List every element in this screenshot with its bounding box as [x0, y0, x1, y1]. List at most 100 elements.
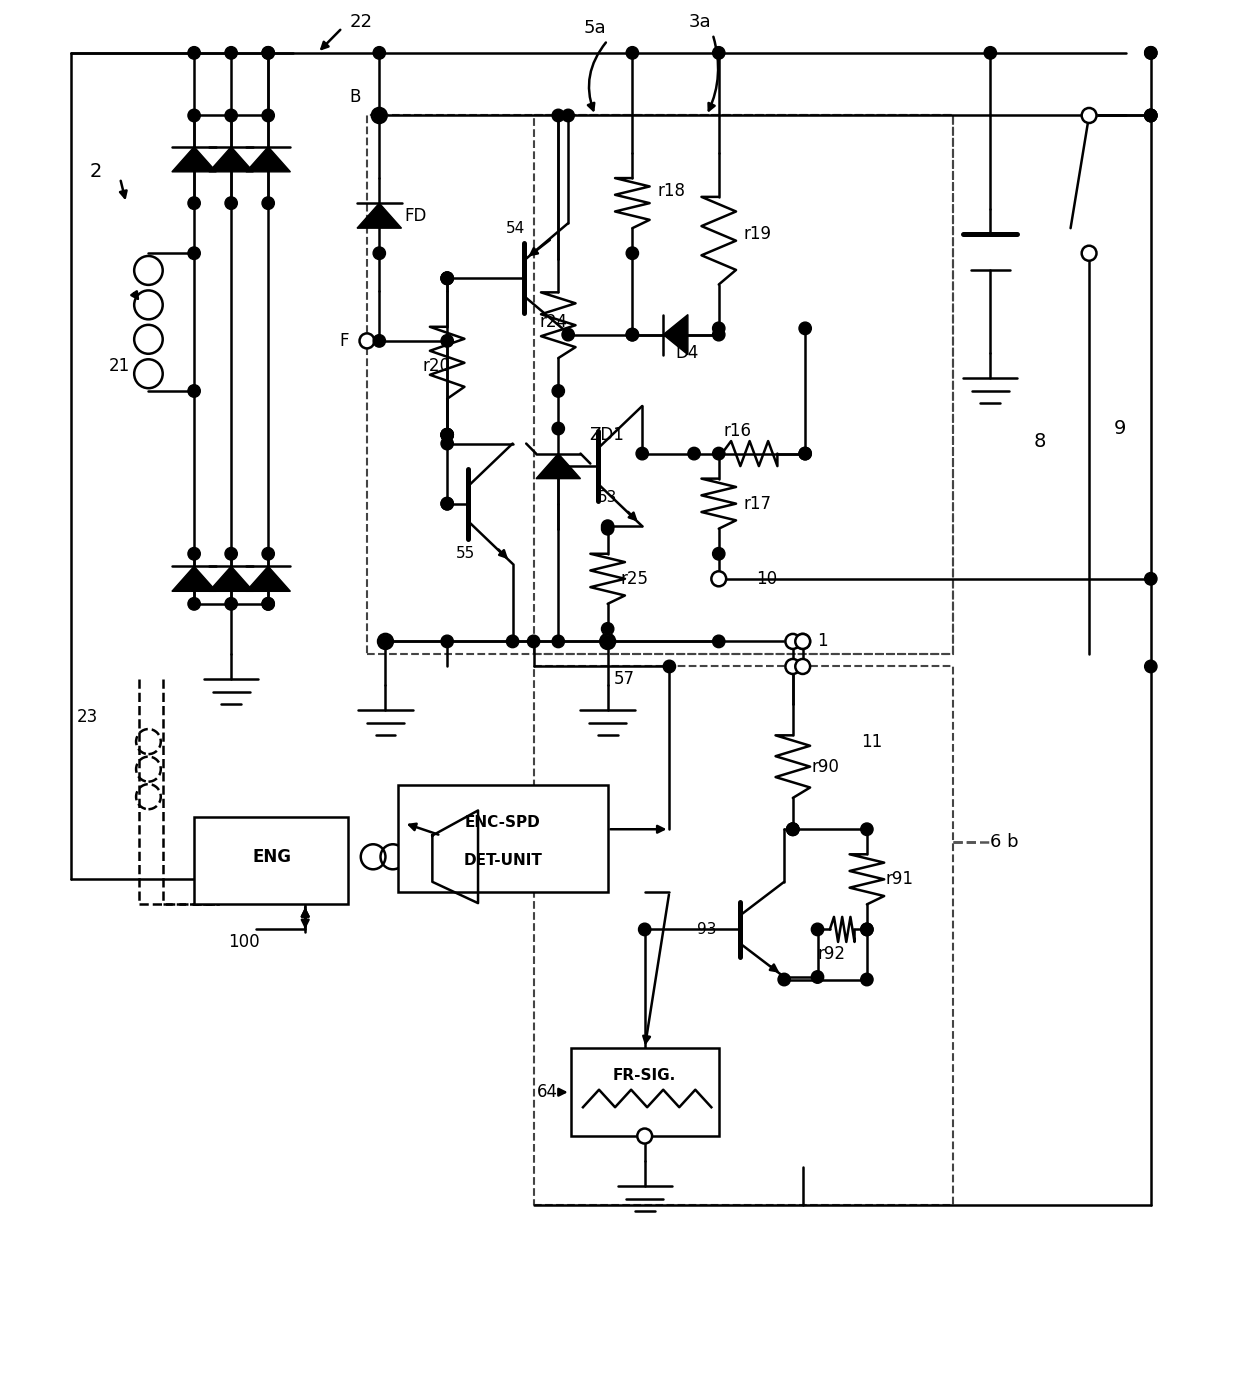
Circle shape: [224, 47, 237, 59]
Circle shape: [441, 272, 454, 285]
Circle shape: [262, 47, 274, 59]
Text: B: B: [350, 87, 361, 105]
Text: ENC-SPD: ENC-SPD: [465, 816, 541, 830]
Circle shape: [372, 108, 387, 123]
Circle shape: [441, 429, 454, 441]
Circle shape: [601, 622, 614, 635]
Circle shape: [224, 109, 237, 122]
Circle shape: [795, 633, 810, 649]
Circle shape: [861, 974, 873, 986]
Text: r91: r91: [885, 870, 914, 888]
Circle shape: [861, 924, 873, 936]
Circle shape: [552, 422, 564, 434]
Polygon shape: [663, 314, 688, 354]
Text: 1: 1: [817, 632, 828, 650]
Circle shape: [861, 823, 873, 835]
Text: 55: 55: [456, 546, 475, 561]
Text: 57: 57: [614, 669, 635, 687]
Circle shape: [441, 498, 454, 510]
Text: 10: 10: [756, 570, 777, 588]
Polygon shape: [208, 147, 253, 171]
Circle shape: [224, 597, 237, 610]
Circle shape: [796, 635, 808, 647]
Text: 8: 8: [1033, 431, 1045, 451]
Circle shape: [188, 47, 201, 59]
Circle shape: [786, 823, 799, 835]
Circle shape: [378, 633, 393, 649]
Circle shape: [1145, 109, 1157, 122]
Circle shape: [441, 272, 454, 285]
Circle shape: [1081, 246, 1096, 261]
Text: r24: r24: [539, 313, 568, 331]
Text: r16: r16: [723, 422, 751, 440]
Circle shape: [188, 109, 201, 122]
Circle shape: [799, 322, 811, 335]
Circle shape: [441, 635, 454, 647]
Text: r92: r92: [817, 946, 846, 964]
Circle shape: [379, 635, 392, 647]
Circle shape: [639, 924, 651, 936]
Circle shape: [552, 109, 564, 122]
Circle shape: [786, 823, 799, 835]
Circle shape: [1081, 108, 1096, 123]
Circle shape: [688, 447, 701, 459]
Circle shape: [786, 823, 799, 835]
Circle shape: [188, 384, 201, 397]
Text: 21: 21: [109, 357, 130, 375]
Polygon shape: [246, 566, 290, 592]
Text: ENG: ENG: [253, 848, 291, 866]
Circle shape: [713, 47, 725, 59]
Circle shape: [373, 248, 386, 260]
Text: 2: 2: [89, 162, 102, 181]
Text: r18: r18: [657, 181, 684, 199]
Polygon shape: [433, 810, 479, 903]
Bar: [533, 115, 954, 654]
Circle shape: [795, 658, 810, 674]
Circle shape: [712, 571, 727, 586]
Bar: [570, 1048, 719, 1135]
Bar: [367, 115, 954, 654]
Text: D4: D4: [676, 344, 699, 362]
Circle shape: [1145, 47, 1157, 59]
Circle shape: [713, 548, 725, 560]
Circle shape: [441, 429, 454, 441]
Circle shape: [373, 47, 386, 59]
Circle shape: [373, 109, 386, 122]
Circle shape: [552, 384, 564, 397]
Circle shape: [799, 447, 811, 459]
Circle shape: [506, 635, 518, 647]
Text: r90: r90: [811, 758, 839, 776]
Circle shape: [626, 248, 639, 260]
Circle shape: [785, 658, 800, 674]
Text: 5a: 5a: [584, 19, 606, 37]
Text: 54: 54: [506, 221, 525, 235]
Circle shape: [713, 635, 725, 647]
Circle shape: [224, 196, 237, 209]
Text: 11: 11: [861, 733, 882, 751]
Circle shape: [441, 429, 454, 441]
Circle shape: [441, 498, 454, 510]
Circle shape: [795, 633, 810, 649]
Circle shape: [601, 523, 614, 535]
Circle shape: [373, 335, 386, 347]
Circle shape: [1145, 573, 1157, 585]
Polygon shape: [172, 566, 216, 592]
Circle shape: [600, 633, 615, 649]
Circle shape: [441, 272, 454, 285]
Text: 100: 100: [228, 934, 259, 952]
Text: 3a: 3a: [689, 12, 712, 30]
Circle shape: [601, 635, 614, 647]
Circle shape: [1145, 660, 1157, 672]
Circle shape: [713, 328, 725, 340]
Circle shape: [188, 196, 201, 209]
Circle shape: [601, 520, 614, 532]
Circle shape: [441, 335, 454, 347]
Circle shape: [262, 597, 274, 610]
Circle shape: [811, 924, 823, 936]
Circle shape: [713, 322, 725, 335]
Circle shape: [262, 109, 274, 122]
Circle shape: [441, 437, 454, 449]
Text: F: F: [339, 332, 348, 350]
Circle shape: [262, 47, 274, 59]
Text: r19: r19: [744, 225, 771, 243]
